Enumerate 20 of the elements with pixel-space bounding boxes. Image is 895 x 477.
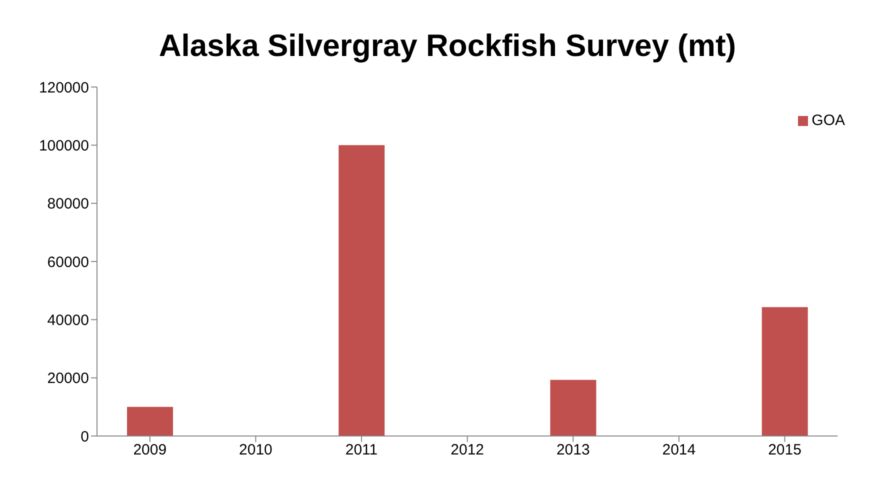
x-tick-label: 2012 [450, 442, 484, 459]
x-tick-label: 2010 [239, 442, 272, 459]
y-tick-label: 100000 [38, 137, 89, 154]
y-tick-label: 120000 [38, 79, 89, 96]
y-tick-label: 40000 [47, 312, 89, 329]
y-tick-label: 80000 [47, 196, 89, 213]
bar [762, 307, 808, 436]
y-tick-label: 0 [80, 428, 89, 446]
y-tick-label: 20000 [47, 370, 89, 388]
bar [127, 406, 173, 436]
x-tick-label: 2015 [768, 442, 802, 459]
x-tick-label: 2013 [556, 442, 590, 459]
bar [550, 380, 596, 436]
x-tick-label: 2009 [133, 442, 167, 459]
chart-title: Alaska Silvergray Rockfish Survey (mt) [158, 28, 738, 64]
bar [338, 145, 385, 436]
x-tick-label: 2014 [662, 442, 696, 459]
y-tick-label: 60000 [47, 254, 89, 271]
legend-label: GOA [812, 112, 845, 129]
x-tick-label: 2011 [345, 442, 378, 459]
